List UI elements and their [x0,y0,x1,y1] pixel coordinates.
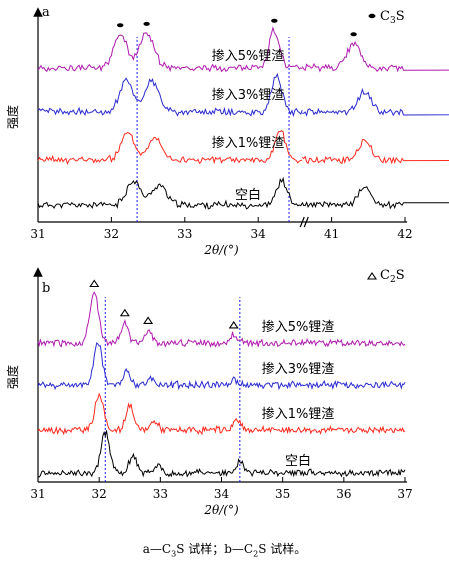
x-tick-label: 33 [177,227,192,241]
panel-label: a [42,5,50,20]
x-tick-label: 31 [30,227,45,241]
legend-label: C2S [380,268,405,285]
series-label: 空白 [235,187,261,203]
caption-part-1: a—C [142,542,172,556]
series-label: 空白 [285,453,311,469]
series-line [37,72,303,118]
caption-part-3: S 试样。 [258,542,307,556]
series-label: 掺入3%锂渣 [212,87,285,103]
x-tick-label: 34 [251,227,267,241]
panel-a: 31 32 33 34 41 42 2θ/(°) 强度 a C3S 空白 掺入1%锂渣掺入3%锂渣掺入… [5,5,449,257]
series-line [37,392,406,436]
x-tick-label: 37 [397,487,412,501]
series-line [37,430,406,478]
x-tick-label: 32 [92,487,107,501]
x-tick-label: 42 [397,227,412,241]
y-axis-label: 强度 [5,365,20,389]
series-label: 掺入1%锂渣 [212,135,285,151]
panel-label: b [42,281,50,296]
caption-sub-1: 3 [171,549,177,559]
series-line [302,87,449,117]
series-line [301,139,449,165]
peak-triangle-marker [119,308,130,317]
panel-b: 31 32 33 34 35 36 37 2θ/(°) 强度 b C2S 空白 掺入1%锂渣掺入3%锂渣… [5,267,413,517]
series-line [37,26,303,73]
legend-label: C3S [380,9,405,26]
series-label: 掺入5%锂渣 [212,48,285,64]
x-tick-label: 33 [153,487,168,501]
series-label: 掺入3%锂渣 [262,361,335,377]
series-line [37,342,406,391]
figure-caption: a—C3S 试样；b—C2S 试样。 [0,540,449,558]
series-line [301,186,449,210]
peak-dot-marker [143,21,150,26]
axis-break-mark [299,216,305,228]
peak-dot-marker [271,18,278,23]
peak-triangle-marker [143,316,154,324]
series-line [37,291,406,348]
peak-dot-marker [117,23,124,28]
series-label: 掺入1%锂渣 [262,406,335,422]
legend-dot-marker [368,13,376,19]
caption-part-2: S 试样；b—C [176,542,254,556]
series-line [37,130,303,166]
x-tick-label: 35 [275,487,290,501]
peak-triangle-marker [89,279,100,288]
series-line [37,176,303,210]
peak-dot-marker [350,32,357,37]
x-tick-label: 32 [104,227,119,241]
axis-break-mark [303,216,309,228]
caption-sub-2: 2 [253,549,259,559]
x-tick-label: 34 [214,487,230,501]
series-line [301,40,449,73]
legend-triangle-marker [366,272,378,280]
peak-triangle-marker [228,320,239,329]
x-axis-label: 2θ/(°) [203,243,239,257]
y-axis-label: 强度 [5,105,20,129]
x-tick-label: 36 [336,487,351,501]
x-tick-label: 41 [324,227,339,241]
x-axis-label: 2θ/(°) [203,503,239,517]
x-tick-label: 31 [30,487,45,501]
series-label: 掺入5%锂渣 [262,319,335,335]
